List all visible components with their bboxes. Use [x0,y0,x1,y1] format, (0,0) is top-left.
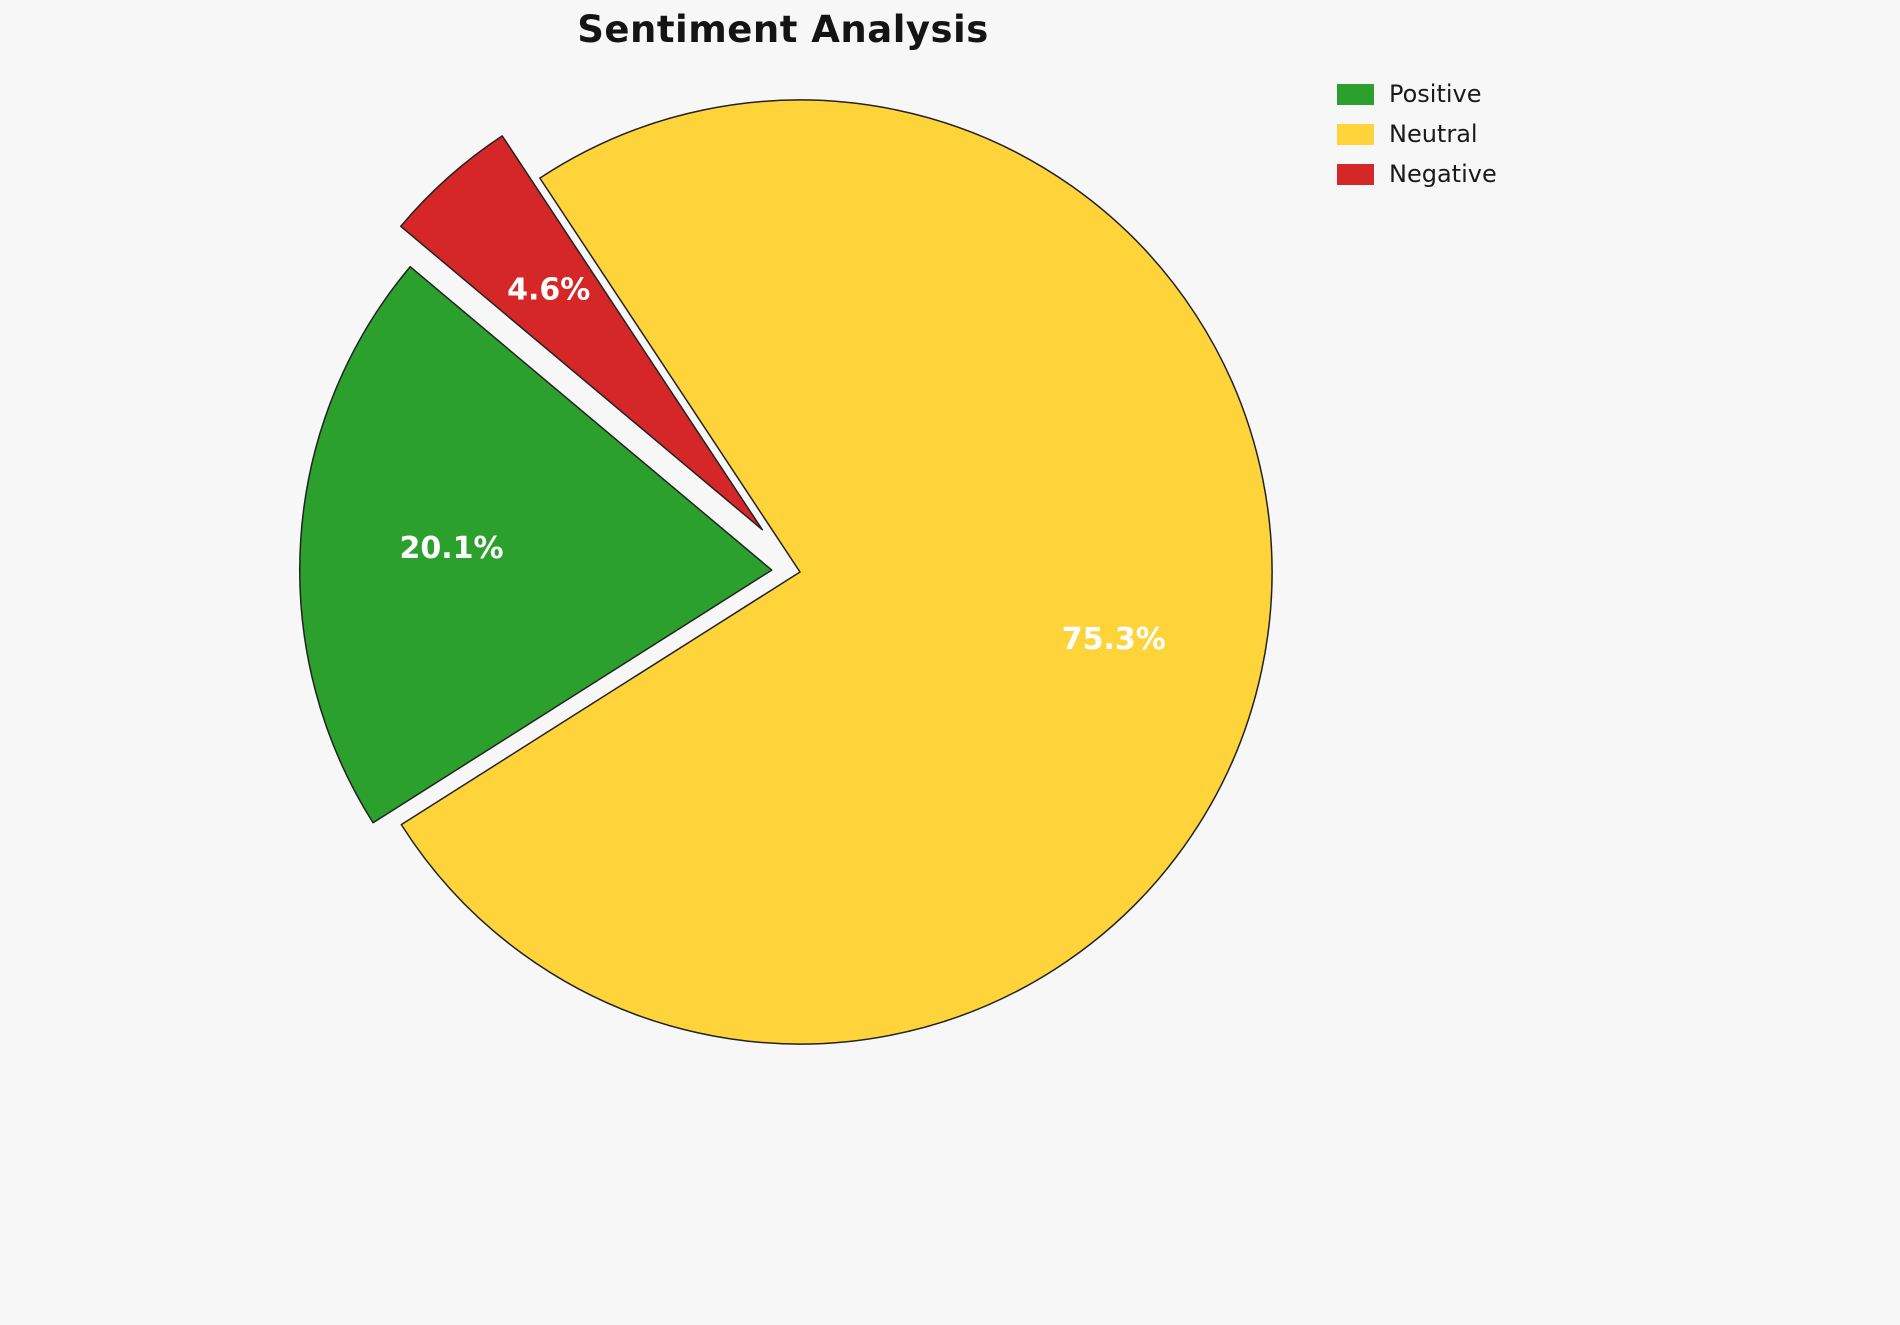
legend-label-neutral: Neutral [1389,120,1478,148]
legend-item-negative: Negative [1337,162,1497,186]
pie-label-positive: 20.1% [399,531,503,566]
pie-slice-negative [399,135,764,531]
legend: Positive Neutral Negative [1337,82,1497,186]
legend-item-neutral: Neutral [1337,122,1497,146]
legend-swatch-negative [1337,163,1374,185]
pie-label-neutral: 75.3% [1062,622,1166,657]
legend-swatch-positive [1337,83,1374,105]
pie-slice-neutral [400,99,1273,1045]
pie-label-negative: 4.6% [507,273,590,308]
pie-slice-positive [299,265,773,824]
legend-swatch-neutral [1337,123,1374,145]
legend-item-positive: Positive [1337,82,1497,106]
legend-label-negative: Negative [1389,160,1497,188]
chart-title: Sentiment Analysis [577,8,989,51]
legend-label-positive: Positive [1389,80,1482,108]
